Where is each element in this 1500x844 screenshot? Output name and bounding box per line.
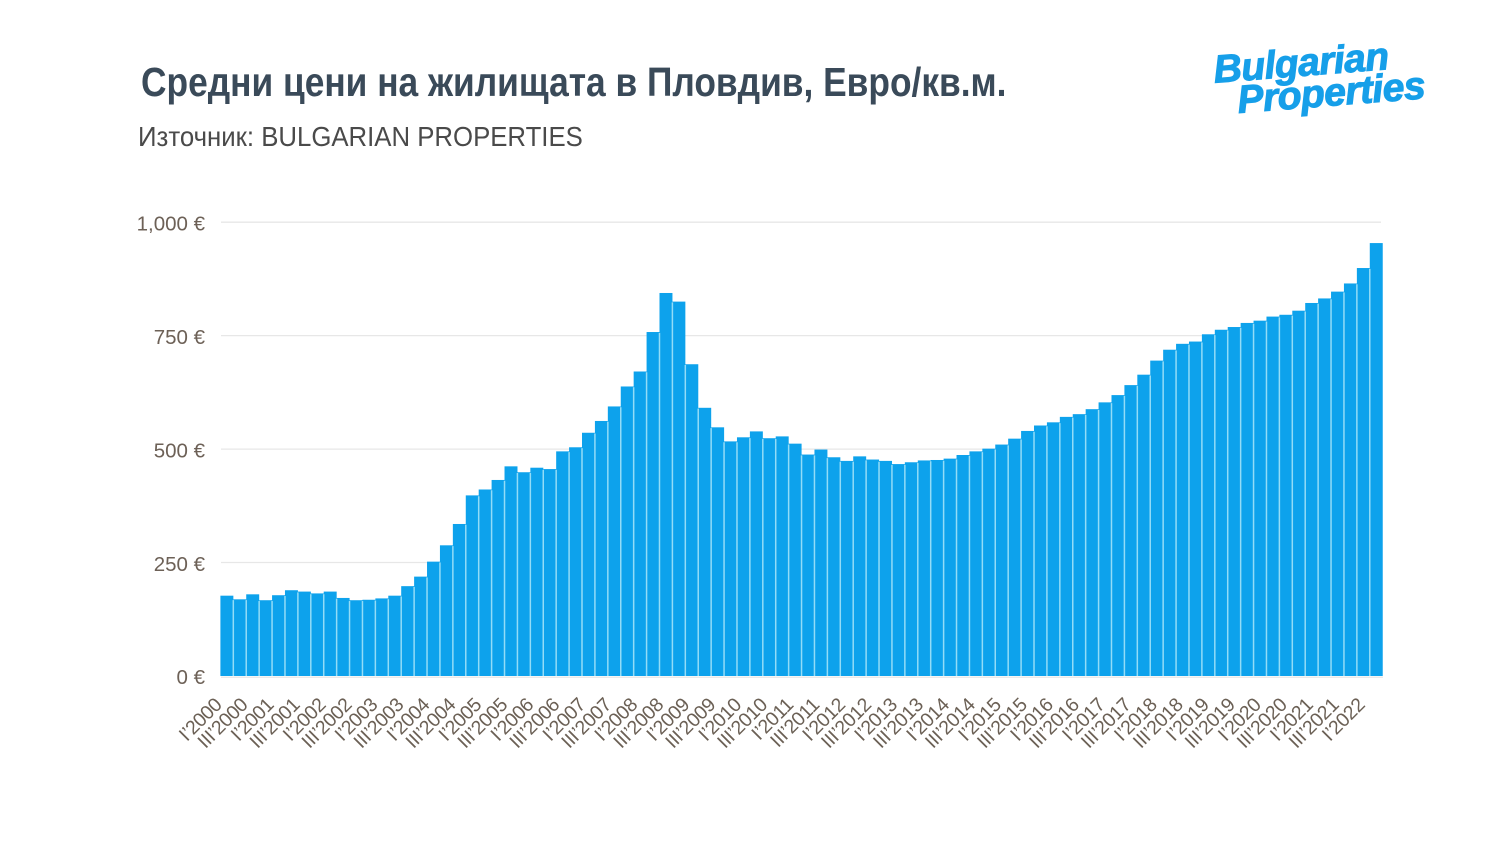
svg-text:0 €: 0 € xyxy=(177,666,206,689)
svg-text:750 €: 750 € xyxy=(154,326,206,349)
svg-text:500 €: 500 € xyxy=(154,439,206,462)
svg-text:1,000 €: 1,000 € xyxy=(137,212,206,235)
svg-text:250 €: 250 € xyxy=(154,553,206,576)
